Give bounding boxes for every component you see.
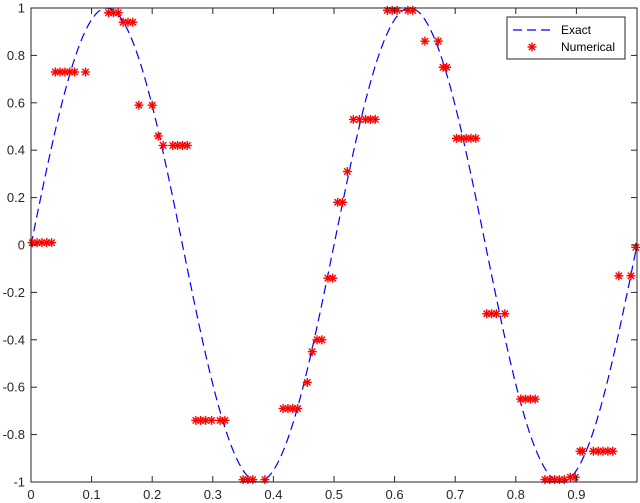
x-tick-label: 0.6 <box>386 487 404 502</box>
x-axis: 0 0.1 0.2 0.3 0.4 0.5 0.6 0.7 0.8 0.9 <box>27 8 585 502</box>
x-tick-label: 0 <box>27 487 34 502</box>
numerical-point <box>302 377 312 387</box>
numerical-point <box>81 67 91 77</box>
x-tick-label: 0.9 <box>567 487 585 502</box>
numerical-point <box>348 114 358 124</box>
numerical-point <box>70 67 80 77</box>
numerical-point <box>530 394 540 404</box>
numerical-point <box>182 140 192 150</box>
numerical-point <box>293 404 303 414</box>
y-tick-label: 0 <box>18 238 25 253</box>
y-tick-label: 0.4 <box>7 143 25 158</box>
exact-series <box>30 7 638 483</box>
numerical-point <box>471 133 481 143</box>
numerical-point <box>500 309 510 319</box>
numerical-point <box>307 347 317 357</box>
legend-exact-label: Exact <box>561 23 592 37</box>
numerical-point <box>260 475 270 485</box>
legend-numerical-label: Numerical <box>561 40 615 54</box>
y-tick-label: 1 <box>18 1 25 16</box>
legend-numerical-swatch <box>527 42 537 52</box>
numerical-point <box>248 475 258 485</box>
y-tick-label: -0.6 <box>3 380 25 395</box>
numerical-point <box>608 446 618 456</box>
numerical-point <box>342 167 352 177</box>
numerical-point <box>408 5 418 15</box>
x-tick-label: 0.8 <box>507 487 525 502</box>
numerical-point <box>626 271 636 281</box>
x-tick-label: 0.3 <box>204 487 222 502</box>
y-axis: -1 -0.8 -0.6 -0.4 -0.2 0 0.2 0.4 0.6 0.8 1 <box>3 1 637 490</box>
y-tick-label: -0.2 <box>3 285 25 300</box>
numerical-point <box>147 100 157 110</box>
numerical-point <box>420 36 430 46</box>
numerical-point <box>392 5 402 15</box>
x-tick-label: 0.1 <box>83 487 101 502</box>
numerical-point <box>128 17 138 27</box>
numerical-point <box>631 242 640 252</box>
x-tick-label: 0.2 <box>143 487 161 502</box>
y-tick-label: -1 <box>13 475 25 490</box>
numerical-point <box>337 197 347 207</box>
exact-curve <box>30 7 638 483</box>
y-tick-label: 0.2 <box>7 190 25 205</box>
legend: Exact Numerical <box>506 16 626 60</box>
numerical-point <box>113 8 123 18</box>
numerical-point <box>158 140 168 150</box>
numerical-series <box>27 5 640 485</box>
x-tick-label: 0.4 <box>264 487 282 502</box>
numerical-point <box>442 62 452 72</box>
y-tick-label: 0.6 <box>7 95 25 110</box>
numerical-point <box>220 415 230 425</box>
numerical-point <box>370 114 380 124</box>
y-tick-label: -0.4 <box>3 332 25 347</box>
legend-star-icon <box>527 42 537 52</box>
legend-box <box>506 16 626 60</box>
numerical-point <box>433 36 443 46</box>
numerical-point <box>577 446 587 456</box>
numerical-point <box>207 415 217 425</box>
y-tick-label: 0.8 <box>7 48 25 63</box>
numerical-point <box>134 100 144 110</box>
numerical-point <box>328 273 338 283</box>
x-tick-label: 0.5 <box>325 487 343 502</box>
y-tick-label: -0.8 <box>3 427 25 442</box>
x-tick-label: 0.7 <box>446 487 464 502</box>
numerical-point <box>354 114 364 124</box>
numerical-point <box>570 472 580 482</box>
numerical-point <box>614 271 624 281</box>
numerical-point <box>491 309 501 319</box>
numerical-point <box>47 238 57 248</box>
numerical-point <box>153 131 163 141</box>
numerical-point <box>317 335 327 345</box>
